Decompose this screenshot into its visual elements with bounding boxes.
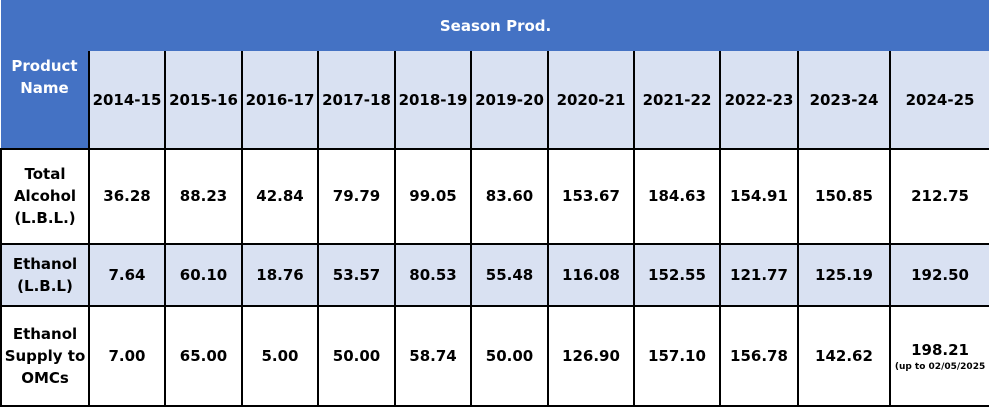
value-cell: 116.08 [547, 242, 635, 307]
value-cell: 50.00 [317, 304, 396, 407]
value-text: 79.79 [332, 187, 381, 206]
value-text: 142.62 [815, 346, 873, 365]
year-header: 2015-16 [164, 51, 243, 151]
value-cell: 5.00 [241, 304, 319, 407]
value-text: 53.57 [332, 265, 381, 284]
value-cell: 153.67 [547, 148, 635, 245]
value-text: 60.10 [179, 265, 228, 284]
year-header: 2022-23 [719, 51, 799, 151]
value-cell: 53.57 [317, 242, 396, 307]
value-text: 50.00 [332, 346, 381, 365]
year-header: 2014-15 [88, 51, 166, 151]
year-header: 2017-18 [317, 51, 396, 151]
value-text: 7.64 [108, 265, 146, 284]
value-text: 192.50 [911, 265, 969, 284]
value-text: 126.90 [562, 346, 620, 365]
year-header: 2020-21 [547, 51, 635, 151]
value-text: 83.60 [485, 187, 534, 206]
value-text: 150.85 [815, 187, 873, 206]
value-cell: 99.05 [394, 148, 472, 245]
value-cell: 7.64 [88, 242, 166, 307]
value-text: 36.28 [103, 187, 151, 206]
value-text: 198.21 [911, 340, 969, 359]
date-note: (up to 02/05/2025 [894, 361, 986, 372]
value-text: 55.48 [485, 265, 534, 284]
value-cell: 60.10 [164, 242, 243, 307]
table-title: Season Prod. [1, 0, 989, 52]
row-product-name: Total Alcohol (L.B.L.) [0, 148, 90, 245]
row-product-name: Ethanol Supply to OMCs [0, 304, 90, 407]
value-text: 99.05 [409, 187, 457, 206]
value-text: 153.67 [562, 187, 620, 206]
value-cell: 152.55 [633, 242, 721, 307]
year-header: 2024-25 [888, 51, 989, 151]
value-cell: 157.10 [633, 304, 721, 407]
value-cell: 184.63 [633, 148, 721, 245]
value-cell: 212.75 [888, 148, 989, 245]
value-cell: 65.00 [164, 304, 243, 407]
value-text: 58.74 [409, 346, 457, 365]
value-text: 18.76 [256, 265, 304, 284]
product-name-header: Product Name [1, 51, 89, 151]
value-text: 121.77 [730, 265, 788, 284]
value-text: 5.00 [261, 346, 299, 365]
year-header: 2016-17 [241, 51, 319, 151]
value-cell: 142.62 [797, 304, 891, 407]
value-text: 80.53 [409, 265, 457, 284]
value-cell: 88.23 [164, 148, 243, 245]
value-text: 212.75 [911, 187, 969, 206]
value-cell: 125.19 [797, 242, 891, 307]
value-cell: 198.21 (up to 02/05/2025 [888, 304, 989, 407]
year-header: 2019-20 [470, 51, 549, 151]
value-text: 154.91 [730, 187, 788, 206]
value-cell: 150.85 [797, 148, 891, 245]
value-cell: 58.74 [394, 304, 472, 407]
row-product-name: Ethanol (L.B.L) [0, 242, 90, 307]
value-cell: 126.90 [547, 304, 635, 407]
value-cell: 18.76 [241, 242, 319, 307]
value-cell: 154.91 [719, 148, 799, 245]
value-cell: 36.28 [88, 148, 166, 245]
year-header: 2023-24 [797, 51, 891, 151]
year-header: 2021-22 [633, 51, 721, 151]
value-text: 157.10 [648, 346, 706, 365]
value-cell: 79.79 [317, 148, 396, 245]
value-cell: 156.78 [719, 304, 799, 407]
value-text: 65.00 [179, 346, 228, 365]
value-text: 50.00 [485, 346, 534, 365]
value-cell: 192.50 [888, 242, 989, 307]
value-text: 156.78 [730, 346, 788, 365]
value-text: 125.19 [815, 265, 873, 284]
value-text: 88.23 [179, 187, 228, 206]
value-cell: 121.77 [719, 242, 799, 307]
value-text: 7.00 [108, 346, 146, 365]
value-cell: 42.84 [241, 148, 319, 245]
year-header: 2018-19 [394, 51, 472, 151]
value-cell: 50.00 [470, 304, 549, 407]
value-cell: 83.60 [470, 148, 549, 245]
value-text: 152.55 [648, 265, 706, 284]
value-text: 184.63 [648, 187, 706, 206]
value-cell: 7.00 [88, 304, 166, 407]
value-cell: 80.53 [394, 242, 472, 307]
value-text: 42.84 [256, 187, 304, 206]
value-text: 116.08 [562, 265, 620, 284]
value-cell: 55.48 [470, 242, 549, 307]
